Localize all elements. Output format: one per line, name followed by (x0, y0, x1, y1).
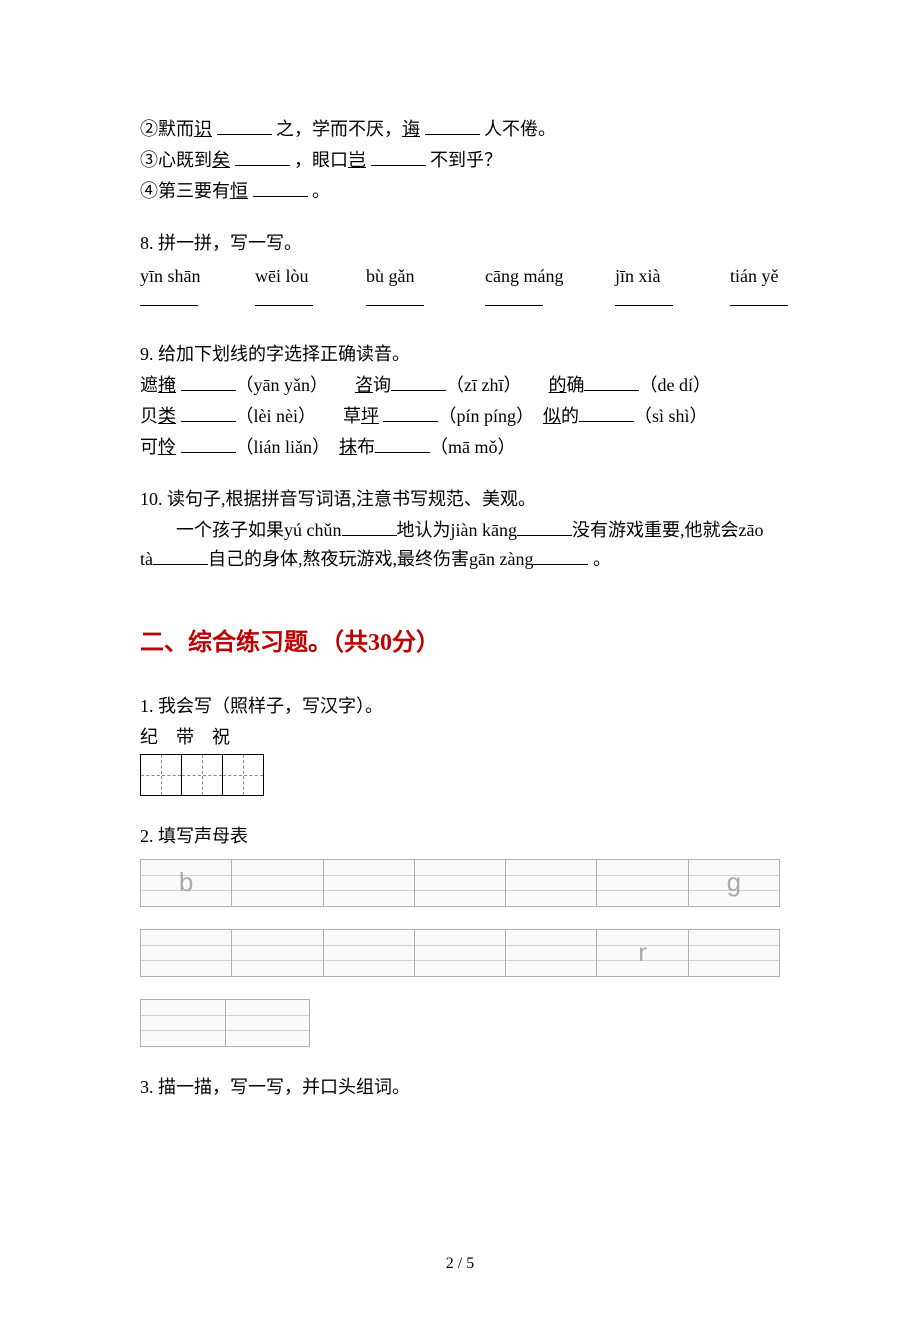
pinyin-cell[interactable] (506, 860, 597, 906)
question-title: 9. 给加下划线的字选择正确读音。 (140, 340, 780, 369)
underlined-char: 岂 (348, 150, 366, 170)
tianzige-row (140, 754, 780, 796)
pinyin-item: jīn xià (615, 262, 661, 291)
fill-blank[interactable] (485, 288, 543, 306)
section2-question-3: 3. 描一描，写一写，并口头组词。 (140, 1073, 780, 1102)
tianzige-cell[interactable] (222, 754, 264, 796)
fill-blank[interactable] (584, 373, 639, 391)
pinyin-cell[interactable] (689, 930, 779, 976)
fill-blank[interactable] (375, 435, 430, 453)
blank-row (140, 288, 780, 310)
question-title: 2. 填写声母表 (140, 822, 780, 851)
fill-blank[interactable] (181, 435, 236, 453)
section2-question-1: 1. 我会写（照样子，写汉字）。 纪 带 祝 (140, 692, 780, 796)
fill-blank[interactable] (342, 518, 397, 536)
fill-blank[interactable] (383, 404, 438, 422)
sample-chars: 纪 带 祝 (140, 723, 780, 752)
q10-body: 一个孩子如果yú chǔn地认为jiàn kāng没有游戏重要,他就会zāo t… (140, 516, 780, 574)
pinyin-cell-letter: r (638, 932, 647, 974)
pinyin-cell[interactable] (324, 930, 415, 976)
pinyin-cell[interactable] (415, 930, 506, 976)
question-10: 10. 读句子,根据拼音写词语,注意书写规范、美观。 一个孩子如果yú chǔn… (140, 485, 780, 573)
fill-blank[interactable] (615, 288, 673, 306)
pinyin-cell-letter: g (727, 862, 741, 904)
q9-row-3: 可怜 （lián liǎn） 抹布（mā mǒ） (140, 433, 780, 462)
fill-blank[interactable] (517, 518, 572, 536)
fill-blank[interactable] (181, 373, 236, 391)
pinyin-cell[interactable]: g (689, 860, 779, 906)
question-8: 8. 拼一拼，写一写。 yīn shānwēi lòubù gǎncāng má… (140, 229, 780, 310)
q9-row-1: 遮掩 （yān yǎn） 咨询（zī zhī） 的确（de dí） (140, 371, 780, 400)
fill-blank[interactable] (579, 404, 634, 422)
q-line-4: ④第三要有恒 。 (140, 177, 780, 206)
fill-blank[interactable] (235, 148, 290, 166)
pinyin-grid-row: r (140, 929, 780, 977)
pinyin-cell[interactable]: b (141, 860, 232, 906)
underlined-char: 矣 (212, 150, 230, 170)
circle-num: ② (140, 119, 158, 139)
pinyin-cell[interactable]: r (597, 930, 688, 976)
pinyin-item: cāng máng (485, 262, 563, 291)
pinyin-row: yīn shānwēi lòubù gǎncāng mángjīn xiàtiá… (140, 262, 780, 286)
pinyin-cell[interactable] (506, 930, 597, 976)
question-title: 8. 拼一拼，写一写。 (140, 229, 780, 258)
pinyin-cell-letter: b (179, 862, 193, 904)
q-line-3: ③心既到矣 ，眼口岂 不到乎？ (140, 146, 780, 175)
underlined-char: 恒 (230, 181, 248, 201)
circle-num: ④ (140, 181, 158, 201)
pinyin-grid-row (140, 999, 310, 1047)
pinyin-cell[interactable] (141, 930, 232, 976)
fill-blank[interactable] (255, 288, 313, 306)
fill-blank[interactable] (366, 288, 424, 306)
fill-blank[interactable] (425, 117, 480, 135)
underlined-char: 诲 (402, 119, 420, 139)
question-9: 9. 给加下划线的字选择正确读音。 遮掩 （yān yǎn） 咨询（zī zhī… (140, 340, 780, 461)
page-number: 2 / 5 (140, 1251, 780, 1277)
underlined-char: 识 (194, 119, 212, 139)
pinyin-cell[interactable] (232, 930, 323, 976)
fill-blank[interactable] (253, 179, 308, 197)
fill-blank[interactable] (153, 547, 208, 565)
pinyin-cell[interactable] (141, 1000, 226, 1046)
fill-blank[interactable] (533, 547, 588, 565)
pinyin-grid-row: bg (140, 859, 780, 907)
pinyin-cell[interactable] (415, 860, 506, 906)
pinyin-cell[interactable] (324, 860, 415, 906)
pinyin-cell[interactable] (232, 860, 323, 906)
pinyin-item: tián yě (730, 262, 778, 291)
question-title: 1. 我会写（照样子，写汉字）。 (140, 692, 780, 721)
question-title: 3. 描一描，写一写，并口头组词。 (140, 1073, 780, 1102)
q-line-2: ②默而识 之，学而不厌，诲 人不倦。 (140, 115, 780, 144)
pinyin-cell[interactable] (226, 1000, 310, 1046)
tianzige-cell[interactable] (140, 754, 182, 796)
tianzige-cell[interactable] (181, 754, 223, 796)
section2-question-2: 2. 填写声母表 bg r (140, 822, 780, 1047)
fill-blank[interactable] (371, 148, 426, 166)
pinyin-item: wēi lòu (255, 262, 309, 291)
fill-blank[interactable] (140, 288, 198, 306)
q9-row-2: 贝类 （lèi nèi） 草坪 （pín píng） 似的（sì shì） (140, 402, 780, 431)
fill-blank[interactable] (730, 288, 788, 306)
question-title: 10. 读句子,根据拼音写词语,注意书写规范、美观。 (140, 485, 780, 514)
section-heading: 二、综合练习题。（共30分） (140, 624, 780, 662)
fill-blank[interactable] (217, 117, 272, 135)
fill-blank[interactable] (181, 404, 236, 422)
pinyin-item: bù gǎn (366, 262, 415, 291)
pinyin-grid: bg r (140, 859, 780, 1047)
pinyin-cell[interactable] (597, 860, 688, 906)
fill-blank[interactable] (391, 373, 446, 391)
circle-num: ③ (140, 150, 158, 170)
pinyin-item: yīn shān (140, 262, 201, 291)
